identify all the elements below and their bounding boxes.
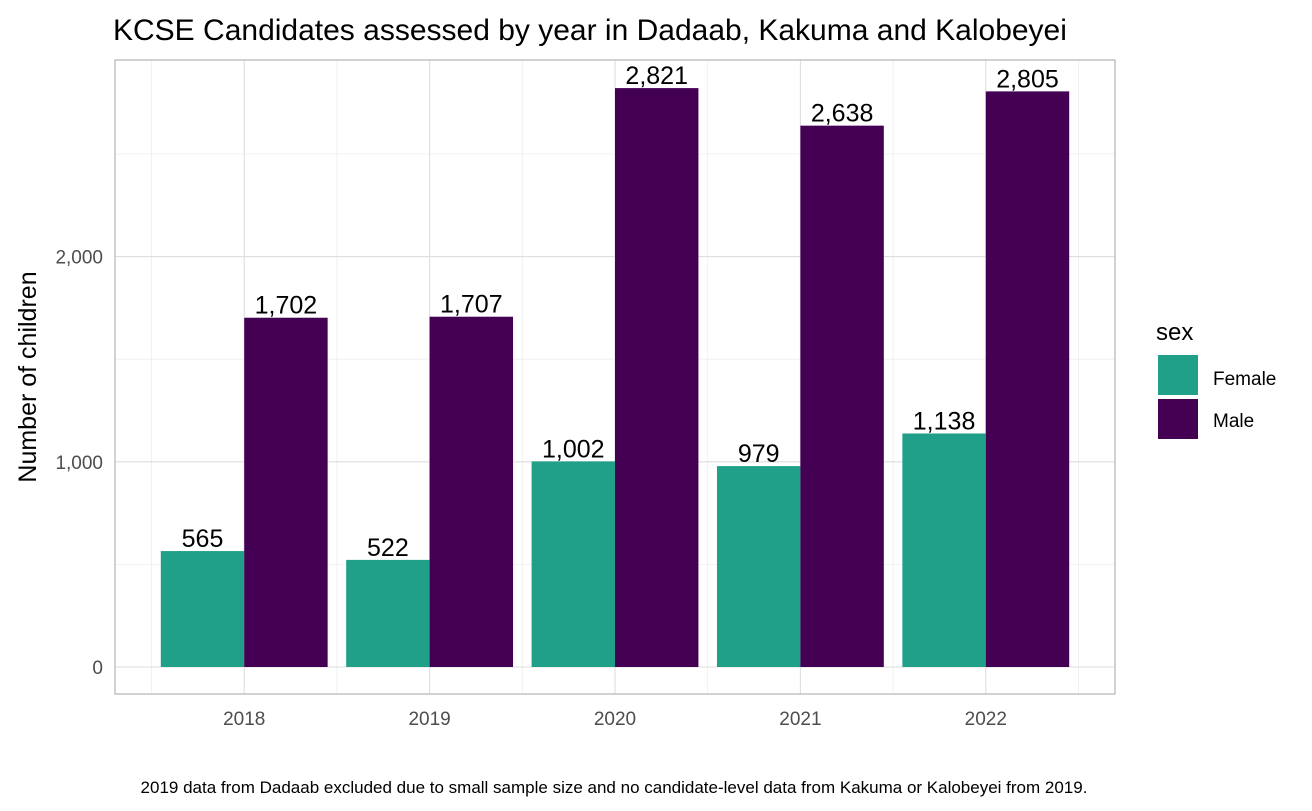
data-label-male-2022: 2,805 <box>996 65 1059 93</box>
legend: sex Female Male <box>1156 319 1276 439</box>
chart-title: KCSE Candidates assessed by year in Dada… <box>113 14 1067 47</box>
legend-swatch-male <box>1158 399 1198 439</box>
data-label-male-2020: 2,821 <box>625 62 688 90</box>
data-labels: 565 522 1,002 979 1,138 1,702 1,707 2,821 2,638 2… <box>182 62 1059 562</box>
y-axis-ticks: 0 1,000 2,000 <box>55 248 103 679</box>
x-axis-ticks: 2018 2019 2020 2021 2022 <box>223 709 1007 730</box>
bar-female-2020 <box>531 461 615 667</box>
data-label-male-2019: 1,707 <box>440 291 503 319</box>
legend-label-female: Female <box>1213 369 1276 390</box>
data-label-male-2021: 2,638 <box>811 100 874 128</box>
bar-female-2018 <box>160 551 245 667</box>
bar-male-2021 <box>800 125 884 668</box>
bar-female-2019 <box>346 559 430 667</box>
chart-caption: 2019 data from Dadaab excluded due to sm… <box>141 778 1088 797</box>
legend-swatch-female <box>1158 355 1198 395</box>
x-tick-label: 2018 <box>223 709 265 730</box>
data-label-female-2019: 522 <box>367 534 409 562</box>
bar-male-2022 <box>985 91 1070 668</box>
x-tick-label: 2020 <box>594 709 636 730</box>
legend-title: sex <box>1156 319 1193 346</box>
bar-male-2020 <box>615 88 699 667</box>
bar-male-2018 <box>244 317 328 667</box>
data-label-female-2020: 1,002 <box>542 435 605 463</box>
x-tick-label: 2021 <box>779 709 821 730</box>
panel-border <box>114 59 1116 695</box>
bar-female-2021 <box>716 466 801 667</box>
data-label-male-2018: 1,702 <box>255 292 318 320</box>
data-label-female-2021: 979 <box>738 440 780 468</box>
y-tick-label: 0 <box>92 658 103 679</box>
bars <box>160 88 1070 668</box>
y-tick-label: 2,000 <box>55 248 103 269</box>
legend-label-male: Male <box>1213 411 1254 432</box>
data-label-female-2022: 1,138 <box>913 407 976 435</box>
bar-male-2019 <box>429 316 514 667</box>
x-tick-label: 2019 <box>408 709 450 730</box>
y-tick-label: 1,000 <box>55 453 103 474</box>
bar-female-2022 <box>902 433 986 667</box>
data-label-female-2018: 565 <box>182 525 224 553</box>
x-tick-label: 2022 <box>965 709 1007 730</box>
y-axis-label: Number of children <box>14 271 42 482</box>
